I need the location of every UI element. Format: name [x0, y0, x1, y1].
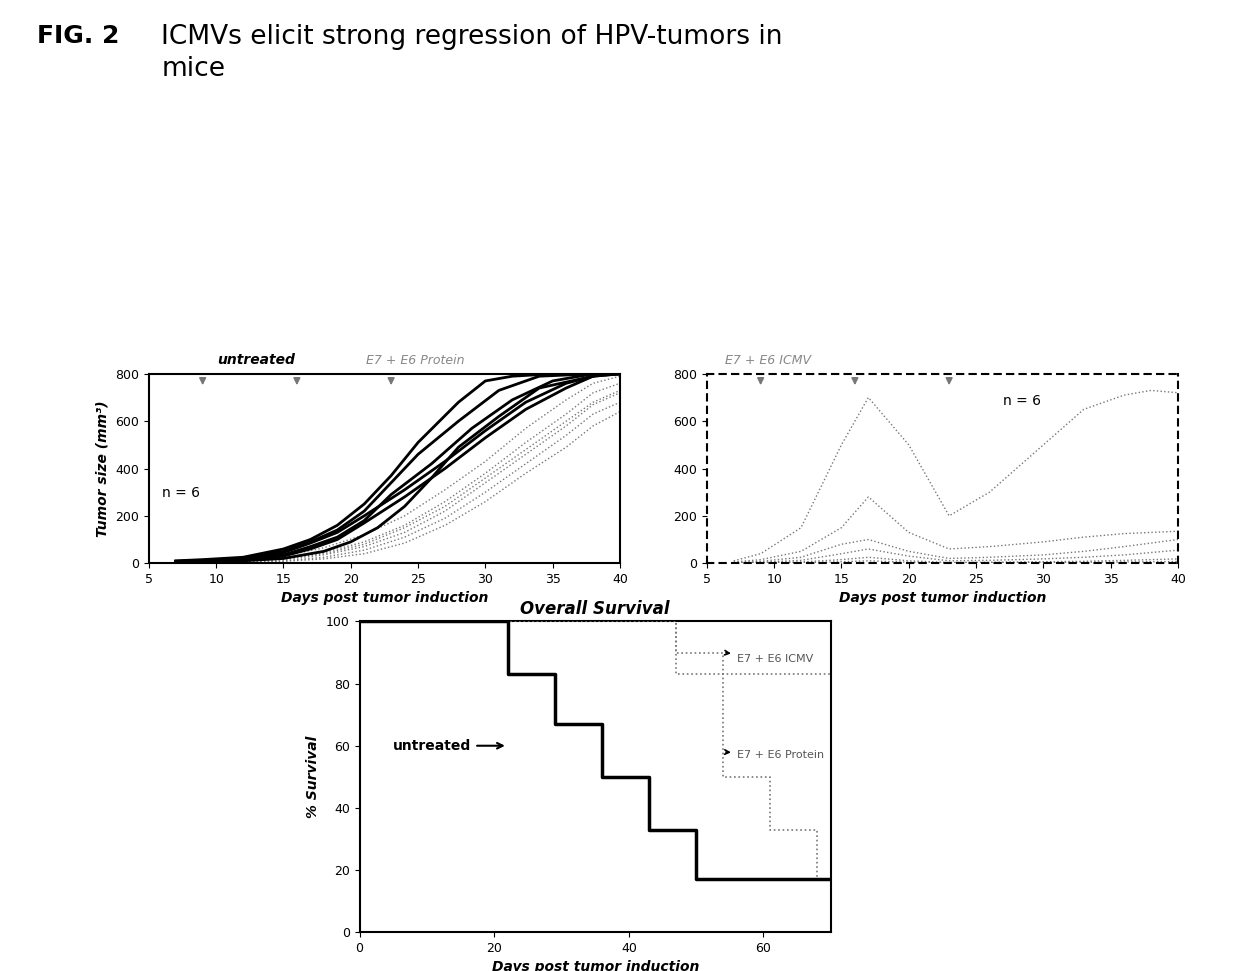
Text: E7 + E6 ICMV: E7 + E6 ICMV [725, 354, 811, 367]
X-axis label: Days post tumor induction: Days post tumor induction [280, 591, 489, 606]
Text: n = 6: n = 6 [1003, 393, 1042, 408]
Title: Overall Survival: Overall Survival [521, 600, 670, 619]
Text: E7 + E6 Protein: E7 + E6 Protein [366, 354, 464, 367]
Text: ICMVs elicit strong regression of HPV-tumors in
mice: ICMVs elicit strong regression of HPV-tu… [161, 24, 782, 83]
X-axis label: Days post tumor induction: Days post tumor induction [838, 591, 1047, 606]
Text: n = 6: n = 6 [162, 486, 201, 500]
Text: E7 + E6 ICMV: E7 + E6 ICMV [724, 651, 812, 664]
Y-axis label: Tumor size (mm³): Tumor size (mm³) [95, 400, 109, 537]
Text: untreated: untreated [217, 353, 295, 367]
Text: untreated: untreated [393, 739, 502, 753]
Y-axis label: % Survival: % Survival [306, 736, 320, 818]
Text: E7 + E6 Protein: E7 + E6 Protein [724, 750, 823, 760]
Text: FIG. 2: FIG. 2 [37, 24, 119, 49]
X-axis label: Days post tumor induction: Days post tumor induction [491, 960, 699, 971]
